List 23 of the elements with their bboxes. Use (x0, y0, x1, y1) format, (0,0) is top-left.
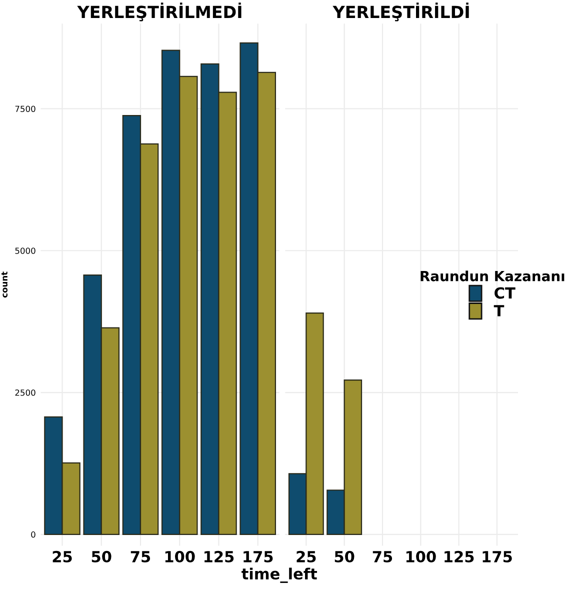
x-tick-label: 50 (334, 550, 354, 562)
x-tick-label: 25 (296, 550, 316, 562)
x-tick-label: 100 (165, 550, 195, 562)
x-axis-title: time_left (242, 568, 318, 583)
y-tick-label: 2500 (15, 389, 36, 396)
chart-title: YERLEŞTİRİLMEDİ (77, 2, 242, 22)
legend-label: CT (494, 287, 516, 299)
x-tick-label: 75 (130, 551, 150, 562)
x-tick-label: 125 (204, 550, 234, 562)
y-tick-label: 0 (31, 531, 36, 538)
x-tick-label: 75 (372, 551, 392, 562)
chart-title: YERLEŞTİRİLDİ (332, 2, 469, 22)
y-tick-label: 5000 (15, 248, 36, 254)
y-tick-label: 7500 (15, 106, 36, 112)
x-tick-label: 175 (482, 551, 512, 562)
x-tick-label: 25 (52, 550, 72, 562)
x-tick-label: 50 (92, 550, 112, 562)
legend-label: T (494, 305, 504, 316)
legend-title: Raundun Kazananı (420, 270, 564, 282)
x-tick-label: 125 (444, 550, 474, 562)
x-tick-label: 100 (406, 550, 436, 562)
x-tick-label: 175 (244, 551, 273, 562)
y-axis-title: count (2, 272, 8, 298)
